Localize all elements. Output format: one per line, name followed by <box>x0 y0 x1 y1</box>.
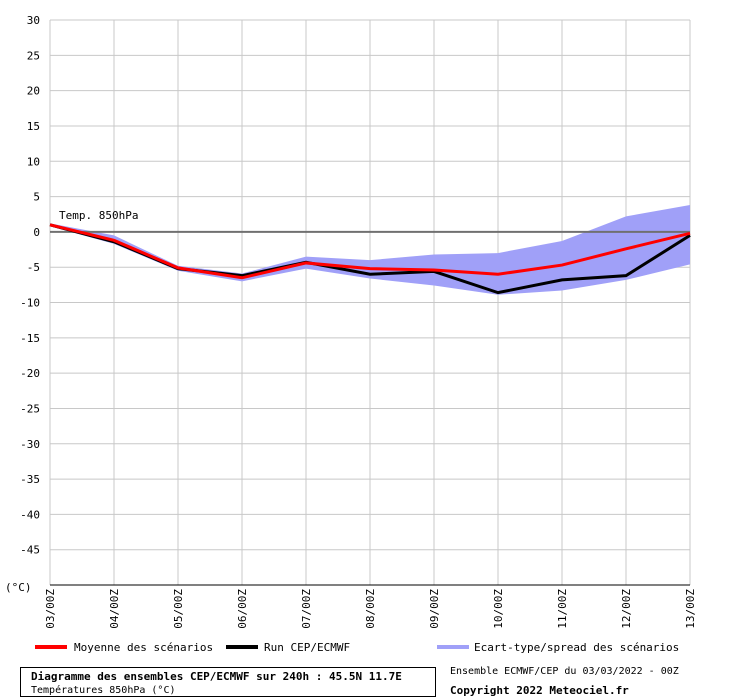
run-info: Ensemble ECMWF/CEP du 03/03/2022 - 00Z <box>450 666 679 677</box>
y-unit-label: (°C) <box>5 581 32 594</box>
x-tick-label: 06/00Z <box>236 589 249 629</box>
x-tick-label: 09/00Z <box>428 589 441 629</box>
x-tick-label: 08/00Z <box>364 589 377 629</box>
legend-label-mean: Moyenne des scénarios <box>74 641 213 654</box>
x-tick-label: 13/00Z <box>684 589 697 629</box>
x-tick-label: 07/00Z <box>300 589 313 629</box>
y-tick-label: -5 <box>27 261 40 274</box>
chart-grid <box>49 19 691 586</box>
y-tick-label: -45 <box>20 544 40 557</box>
y-tick-label: 30 <box>27 14 40 27</box>
y-tick-label: -25 <box>20 402 40 415</box>
y-tick-label: -15 <box>20 332 40 345</box>
y-tick-label: 5 <box>33 191 40 204</box>
x-tick-label: 04/00Z <box>108 589 121 629</box>
x-tick-label: 03/00Z <box>44 589 57 629</box>
y-tick-label: 15 <box>27 120 40 133</box>
x-axis-ticks: 03/00Z 04/00Z 05/00Z 06/00Z 07/00Z 08/00Z 09/0… <box>44 589 697 629</box>
legend-swatch-mean <box>35 645 67 649</box>
y-tick-label: -40 <box>20 508 40 521</box>
legend-label-run: Run CEP/ECMWF <box>264 641 350 654</box>
y-axis-ticks: 30 25 20 15 10 5 0 -5 -10 -15 -20 -25 -30 -35 -40 -45 <box>20 14 40 557</box>
legend-swatch-spread <box>437 645 469 649</box>
y-tick-label: -10 <box>20 297 40 310</box>
x-tick-label: 12/00Z <box>620 589 633 629</box>
legend: Moyenne des scénarios Run CEP/ECMWF Ecar… <box>35 641 679 654</box>
footer-title-box: Diagramme des ensembles CEP/ECMWF sur 24… <box>20 667 436 697</box>
y-tick-label: 20 <box>27 85 40 98</box>
x-tick-label: 10/00Z <box>492 589 505 629</box>
temp-annotation: Temp. 850hPa <box>59 209 138 222</box>
x-tick-label: 05/00Z <box>172 589 185 629</box>
y-tick-label: -35 <box>20 473 40 486</box>
x-tick-label: 11/00Z <box>556 589 569 629</box>
ensemble-mean-line <box>49 223 691 280</box>
chart-title: Diagramme des ensembles CEP/ECMWF sur 24… <box>31 670 402 683</box>
copyright: Copyright 2022 Meteociel.fr <box>450 684 629 697</box>
chart-subtitle: Températures 850hPa (°C) <box>31 685 176 696</box>
y-tick-label: -30 <box>20 438 40 451</box>
ensemble-chart: 30 25 20 15 10 5 0 -5 -10 -15 -20 -25 -30 -35 -40 -45 0… <box>5 14 697 654</box>
y-tick-label: 0 <box>33 226 40 239</box>
legend-label-spread: Ecart-type/spread des scénarios <box>474 641 679 654</box>
legend-swatch-run <box>226 645 258 649</box>
y-tick-label: 25 <box>27 49 40 62</box>
y-tick-label: 10 <box>27 155 40 168</box>
y-tick-label: -20 <box>20 367 40 380</box>
